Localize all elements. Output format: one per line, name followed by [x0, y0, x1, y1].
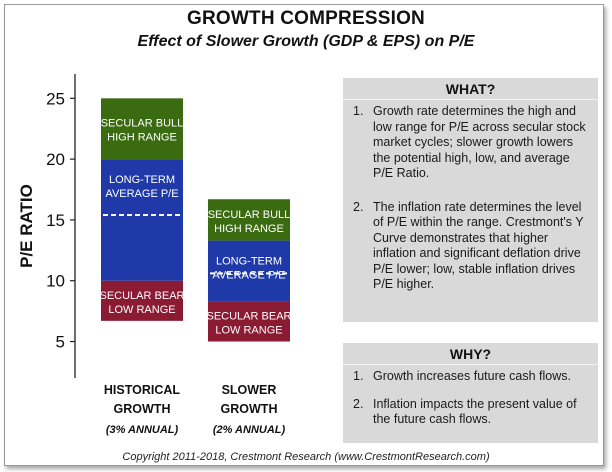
why-item-1: 1. Growth increases future cash flows.: [343, 369, 598, 385]
what-item-2-number: 2.: [353, 199, 364, 214]
what-panel: WHAT? 1. Growth rate determines the high…: [343, 78, 598, 322]
bar-long-term-average-p-e-1: [101, 159, 183, 281]
chart-subtitle: Effect of Slower Growth (GDP & EPS) on P…: [137, 33, 475, 50]
y-axis-label: P/E RATIO: [17, 184, 36, 268]
bar-secular-bull-high-range-1: [101, 98, 183, 160]
pe-ratio-chart: 5 10 15 20 25 P/E RATIO SECULAR BEAR LOW RANGE S…: [17, 74, 292, 436]
why-list: 1. Growth increases future cash flows. 2…: [343, 369, 598, 428]
y-tick-label-25: 25: [46, 89, 65, 108]
bar-label-long-term-average-p-e-1-line-2: AVERAGE P/E: [105, 188, 178, 200]
copyright-footer: Copyright 2011-2018, Crestmont Research …: [122, 451, 490, 463]
bar-label-secular-bear-low-range-1-line-1: SECULAR BEAR: [100, 290, 185, 302]
what-item-1-number: 1.: [353, 104, 364, 118]
bar-long-term-average-p-e-2: [208, 240, 290, 302]
bar-label-secular-bear-low-range-2-line-1: SECULAR BEAR: [207, 310, 292, 322]
category-label-1-line-1: HISTORICAL: [104, 383, 181, 397]
what-item-2: 2. The inflation rate determines the lev…: [343, 200, 598, 293]
bar-label-long-term-average-p-e-2-line-1: LONG-TERM: [216, 256, 282, 268]
y-tick-label-10: 10: [46, 272, 65, 291]
chart-title: GROWTH COMPRESSION: [187, 8, 425, 29]
bar-label-long-term-average-p-e-1-line-1: LONG-TERM: [109, 174, 175, 186]
what-list: 1. Growth rate determines the high and l…: [343, 104, 598, 293]
category-label-2-line-1: SLOWER: [222, 383, 277, 397]
why-item-2: 2. Inflation impacts the present value o…: [343, 397, 598, 428]
why-panel: WHY? 1. Growth increases future cash flo…: [343, 343, 598, 443]
category-label-1-line-2: GROWTH: [114, 402, 171, 416]
what-item-1-text: Growth rate determines the high and low …: [373, 104, 586, 180]
what-item-1: 1. Growth rate determines the high and l…: [343, 104, 598, 182]
bar-label-secular-bear-low-range-1-line-2: LOW RANGE: [108, 304, 175, 316]
category-note-2: (2% ANNUAL): [213, 424, 286, 436]
bar-label-secular-bull-high-range-2-line-2: HIGH RANGE: [214, 223, 284, 235]
bar-label-secular-bull-high-range-2-line-1: SECULAR BULL: [208, 209, 291, 221]
bar-label-secular-bull-high-range-1-line-1: SECULAR BULL: [101, 118, 184, 130]
category-note-1: (3% ANNUAL): [106, 424, 179, 436]
bar-label-long-term-average-p-e-2-line-2: AVERAGE P/E: [212, 270, 285, 282]
why-item-2-text: Inflation impacts the present value of t…: [373, 396, 577, 427]
why-item-2-number: 2.: [353, 396, 364, 411]
y-tick-label-5: 5: [56, 333, 65, 352]
y-tick-label-20: 20: [46, 150, 65, 169]
y-tick-label-15: 15: [46, 211, 65, 230]
bar-secular-bear-low-range-1: [101, 280, 183, 321]
why-heading: WHY?: [343, 343, 598, 365]
why-item-1-number: 1.: [353, 369, 364, 383]
bar-label-secular-bear-low-range-2-line-2: LOW RANGE: [215, 324, 282, 336]
bar-secular-bear-low-range-2: [208, 301, 290, 342]
bar-label-secular-bull-high-range-1-line-2: HIGH RANGE: [107, 132, 177, 144]
category-label-2-line-2: GROWTH: [221, 402, 278, 416]
bar-secular-bull-high-range-2: [208, 199, 290, 241]
what-heading: WHAT?: [343, 78, 598, 100]
what-item-2-text: The inflation rate determines the level …: [373, 199, 584, 292]
why-item-1-text: Growth increases future cash flows.: [373, 369, 571, 383]
